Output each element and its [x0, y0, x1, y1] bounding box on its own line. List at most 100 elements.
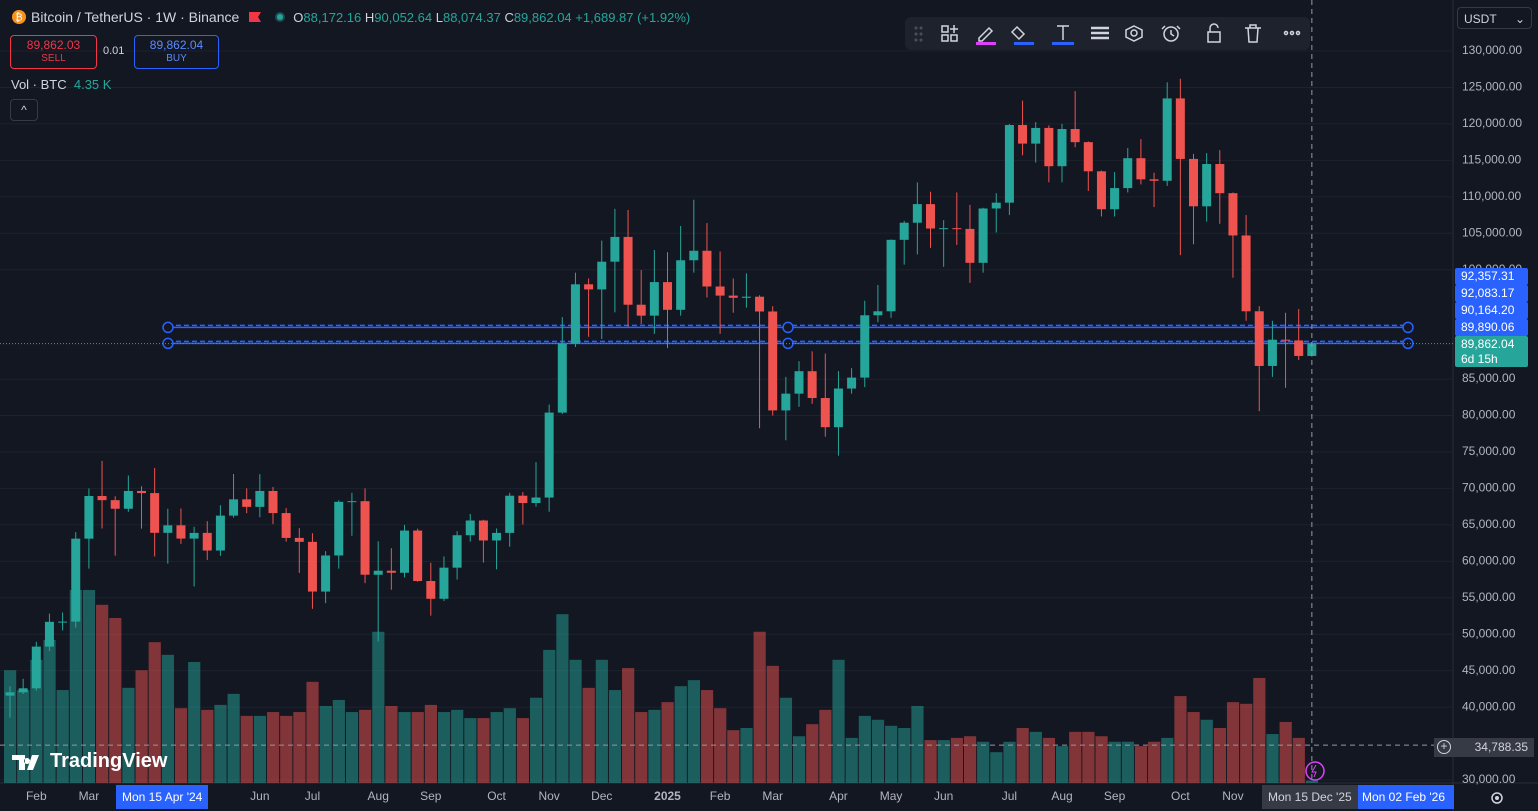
- volume-bar: [161, 654, 174, 783]
- sell-button[interactable]: 89,862.03 SELL: [10, 35, 97, 69]
- candle-body: [492, 532, 502, 541]
- svg-text:₿: ₿: [15, 12, 22, 24]
- y-tick-label: 50,000.00: [1462, 626, 1516, 640]
- y-tick-label: 40,000.00: [1462, 699, 1516, 713]
- line-width-icon[interactable]: [1091, 26, 1109, 40]
- quantity: 0.01: [103, 45, 125, 57]
- y-tick-label: 55,000.00: [1462, 590, 1516, 604]
- x-tick-label: Feb: [26, 789, 47, 803]
- volume-bar: [1161, 737, 1174, 783]
- candle-body: [1110, 188, 1120, 210]
- candle-body: [1070, 129, 1080, 143]
- volume-bar: [56, 690, 69, 783]
- x-tick-label: May: [880, 789, 903, 803]
- candle-body: [5, 692, 15, 696]
- volume-bar: [924, 740, 937, 783]
- volume-bar: [1240, 703, 1253, 783]
- volume-bar: [148, 642, 161, 783]
- volume-legend: Vol · BTC 4.35 K: [11, 77, 111, 92]
- volume-bar: [477, 718, 490, 783]
- y-tick-label: 125,000.00: [1462, 80, 1522, 94]
- candle-body: [1202, 164, 1212, 207]
- volume-bar: [96, 604, 109, 783]
- x-tick-label: Jul: [305, 789, 320, 803]
- volume-bar: [1213, 728, 1226, 783]
- volume-bar: [990, 752, 1003, 783]
- handle: [782, 337, 794, 350]
- text-icon[interactable]: [1052, 25, 1074, 45]
- volume-bar: [832, 659, 845, 783]
- label: O: [293, 9, 304, 25]
- candle-body: [1241, 235, 1251, 312]
- volume-bar: [69, 589, 82, 783]
- more-icon[interactable]: [1283, 30, 1301, 36]
- volume-bar: [556, 614, 569, 783]
- volume-bar: [1108, 741, 1121, 783]
- buy-button[interactable]: 89,862.04 BUY: [134, 35, 219, 69]
- volume-bar: [661, 702, 674, 783]
- volume-bar: [43, 640, 56, 783]
- replay-icon[interactable]: [1303, 759, 1327, 783]
- candle-body: [176, 525, 186, 539]
- candle-body: [58, 621, 68, 623]
- candle-body: [899, 222, 909, 240]
- candle-body: [294, 537, 304, 542]
- line-color-icon[interactable]: [976, 26, 996, 45]
- symbol[interactable]: Bitcoin / TetherUS · 1W · Binance: [31, 9, 240, 25]
- value: 88,074.37: [442, 9, 501, 25]
- handle: [162, 321, 174, 334]
- volume-bar: [845, 737, 858, 783]
- volume-bar: [937, 740, 950, 783]
- settings-icon[interactable]: [1125, 25, 1143, 42]
- candle-body: [97, 495, 107, 501]
- volume-bar: [1095, 736, 1108, 783]
- candle-body: [150, 493, 160, 533]
- volume-bar: [727, 730, 740, 783]
- candle-body: [1175, 98, 1185, 159]
- volume-bar: [1292, 737, 1305, 783]
- status-dot: [275, 12, 286, 22]
- volume-bar: [700, 690, 714, 783]
- label: Vol · BTC: [11, 77, 67, 92]
- candle-body: [610, 236, 620, 262]
- y-tick-label: 120,000.00: [1462, 116, 1522, 130]
- x-tick-label: Aug: [1051, 789, 1072, 803]
- volume-bar: [766, 665, 779, 783]
- candle-body: [636, 304, 646, 316]
- crosshair-price: +34,788.35: [1434, 738, 1534, 757]
- candle-body: [321, 555, 331, 592]
- candle-body: [715, 286, 725, 296]
- last-price-label: 89,862.04 6d 15h: [1455, 336, 1528, 367]
- volume-bar: [1069, 731, 1082, 783]
- collapse-button[interactable]: ^: [10, 99, 38, 121]
- flag-icon[interactable]: [243, 10, 267, 24]
- volume-bar: [950, 737, 963, 783]
- watermark: TradingView: [12, 750, 167, 773]
- x-tick-label: Nov: [1222, 789, 1243, 803]
- drag-handle[interactable]: [914, 26, 923, 42]
- templates-icon[interactable]: [941, 25, 958, 42]
- currency-selector[interactable]: USDT ⌄: [1457, 7, 1532, 29]
- lock-icon[interactable]: [1207, 23, 1221, 43]
- y-tick-label: 115,000.00: [1462, 153, 1521, 167]
- volume-bar: [1200, 719, 1213, 783]
- candle-body: [373, 570, 383, 575]
- alert-icon[interactable]: [1161, 25, 1181, 42]
- volume-bar: [898, 728, 911, 783]
- fill-color-icon[interactable]: [1010, 25, 1034, 45]
- volume-bar: [1226, 702, 1240, 783]
- price-label: 92,083.17: [1455, 285, 1528, 302]
- time-label: Mon 15 Apr '24: [116, 785, 209, 809]
- y-tick-label: 130,000.00: [1462, 43, 1522, 57]
- volume-bar: [332, 699, 345, 783]
- value: 90,052.64: [374, 9, 433, 25]
- candle-body: [676, 260, 686, 310]
- x-tick-label: Oct: [1171, 789, 1190, 803]
- volume-bar: [437, 712, 451, 783]
- x-tick-label: Aug: [368, 789, 389, 803]
- delete-icon[interactable]: [1245, 24, 1261, 43]
- volume-bar: [424, 704, 437, 783]
- candle-body: [649, 282, 659, 316]
- settings-button[interactable]: [1488, 789, 1506, 807]
- candle-body: [84, 495, 94, 539]
